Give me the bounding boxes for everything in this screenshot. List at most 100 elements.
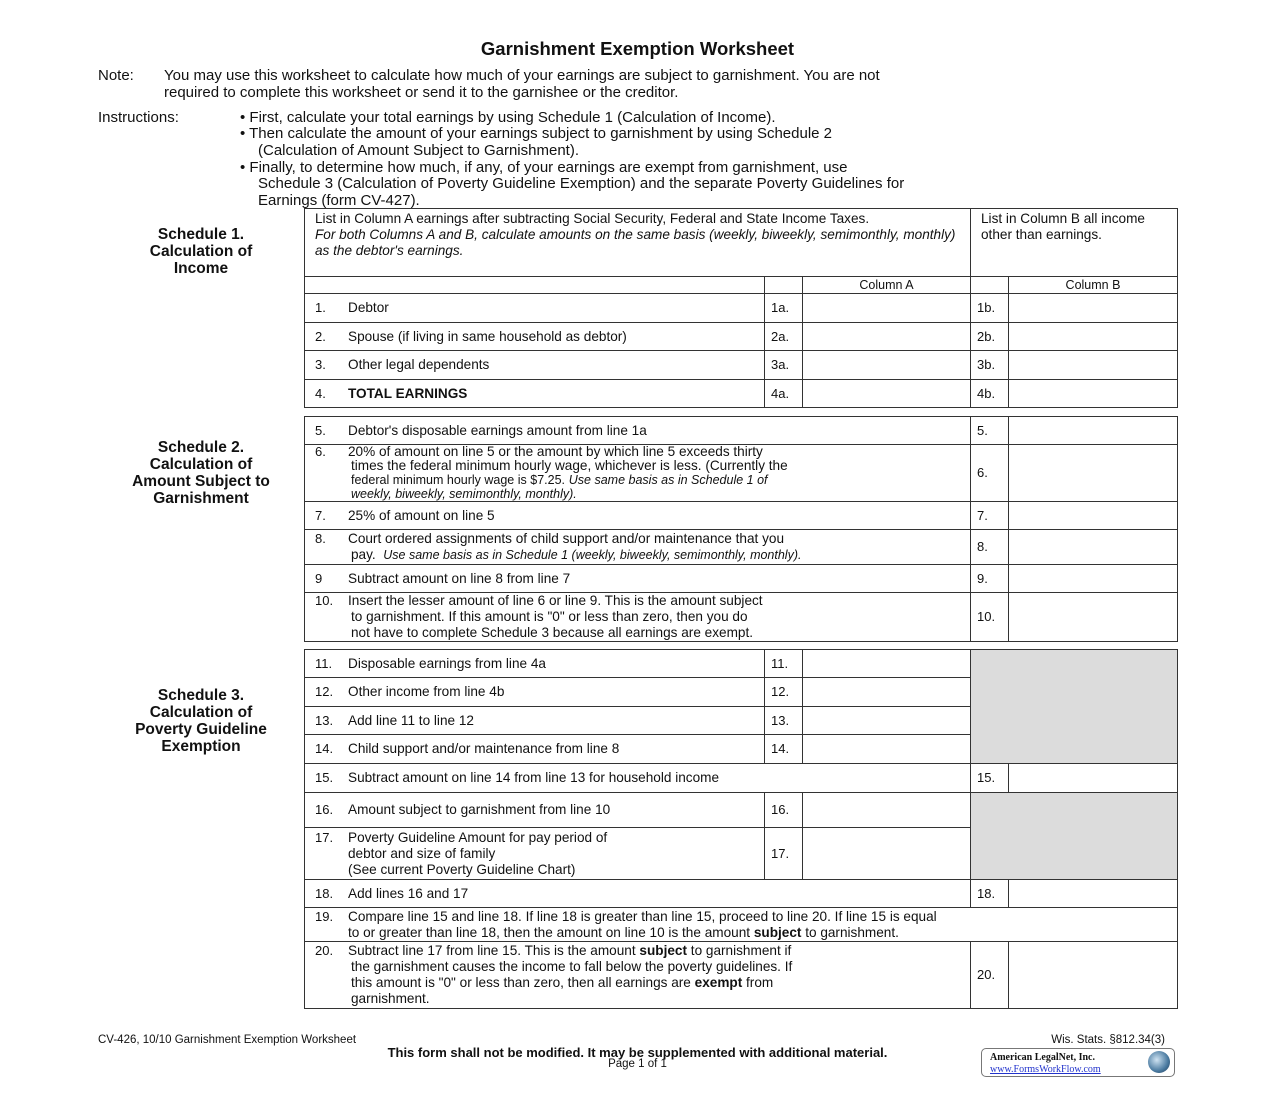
form-id: CV-426, 10/10 Garnishment Exemption Work… (98, 1034, 357, 1046)
shaded-area (970, 792, 1178, 880)
line-18-input[interactable] (1008, 879, 1178, 908)
line-1a-input[interactable] (802, 293, 971, 323)
row-label: 11. Disposable earnings from line 4a (304, 649, 765, 678)
line-code: 2b. (970, 322, 1009, 351)
row-label: 16. Amount subject to garnishment from li… (304, 792, 765, 828)
line-number: 8. (315, 531, 326, 546)
line-text: to garnishment if (690, 943, 792, 958)
heading-line: Schedule 2. (157, 439, 245, 456)
line-2b-input[interactable] (1008, 322, 1178, 351)
line-7-input[interactable] (1008, 501, 1178, 530)
line-text: Debtor's disposable earnings amount from… (348, 422, 647, 438)
line-text: Subtract line 17 from line 15. This is t… (348, 943, 636, 958)
line-number: 12. (315, 684, 334, 699)
emphasis: subject (753, 924, 802, 940)
line-17-input[interactable] (802, 827, 971, 880)
row-label: 12. Other income from line 4b (304, 677, 765, 707)
line-code: 16. (764, 792, 803, 828)
schedule-2-table: 5. Debtor's disposable earnings amount fr… (304, 416, 1178, 642)
line-number: 19. (315, 908, 334, 924)
line-text: Subtract amount on line 14 from line 13 … (348, 770, 720, 785)
table-row: 9 Subtract amount on line 8 from line 7 9. (304, 564, 1178, 593)
heading-line: Amount Subject to (132, 473, 270, 490)
line-text: Compare line 15 and line 18. If line 18 … (348, 908, 937, 924)
heading-line: Exemption (161, 738, 241, 755)
line-text: Debtor (348, 300, 389, 315)
logo-link[interactable]: www.FormsWorkFlow.com (990, 1064, 1101, 1075)
table-row: 4. TOTAL EARNINGS 4a. 4b. (304, 379, 1178, 408)
line-14-input[interactable] (802, 734, 971, 764)
row-label: 9 Subtract amount on line 8 from line 7 (304, 564, 971, 593)
table-row: 2. Spouse (if living in same household as… (304, 322, 1178, 351)
line-code: 6. (970, 444, 1009, 502)
row-label: 18. Add lines 16 and 17 (304, 879, 971, 908)
line-code: 4b. (970, 379, 1009, 408)
line-16-input[interactable] (802, 792, 971, 828)
line-3a-input[interactable] (802, 350, 971, 380)
line-8-input[interactable] (1008, 529, 1178, 565)
table-row: 7. 25% of amount on line 5 7. (304, 501, 1178, 530)
line-5-input[interactable] (1008, 416, 1178, 445)
page-number: Page 1 of 1 (608, 1058, 667, 1070)
note-label: Note: (98, 67, 134, 84)
table-row: 16. Amount subject to garnishment from li… (304, 792, 1178, 880)
line-1b-input[interactable] (1008, 293, 1178, 323)
line-number: 4. (315, 385, 326, 401)
line-3b-input[interactable] (1008, 350, 1178, 380)
row-label: 6. 20% of amount on line 5 or the amount … (304, 444, 971, 502)
line-20-input[interactable] (1008, 941, 1178, 1009)
table-row: 15. Subtract amount on line 14 from line … (304, 763, 1178, 793)
line-10-input[interactable] (1008, 592, 1178, 642)
row-label: 17. Poverty Guideline Amount for pay peri… (304, 827, 765, 880)
heading-line: Garnishment (153, 490, 249, 507)
line-code: 4a. (764, 379, 803, 408)
line-9-input[interactable] (1008, 564, 1178, 593)
line-text: (See current Poverty Guideline Chart) (348, 861, 576, 877)
line-15-input[interactable] (1008, 763, 1178, 793)
heading-line: Calculation of (149, 243, 253, 260)
empty-cell (970, 276, 1009, 294)
line-text: pay. (351, 547, 376, 562)
row-label: 15. Subtract amount on line 14 from line … (304, 763, 971, 793)
line-number: 15. (315, 770, 334, 785)
row-label: 13. Add line 11 to line 12 (304, 706, 765, 735)
column-b-instructions: List in Column B all income other than e… (970, 208, 1178, 277)
line-11-input[interactable] (802, 649, 971, 678)
line-13-input[interactable] (802, 706, 971, 735)
row-label: 8. Court ordered assignments of child sup… (304, 529, 971, 565)
empty-cell (764, 276, 803, 294)
heading-line: Calculation of (149, 704, 253, 721)
emphasis: exempt (694, 975, 743, 990)
line-code: 1a. (764, 293, 803, 323)
table-row: 12. Other income from line 4b 12. (304, 677, 1178, 707)
logo-name: American LegalNet, Inc. (990, 1052, 1095, 1063)
note-line-2: required to complete this worksheet or s… (164, 84, 679, 101)
line-text-italic: weekly, biweekly, semimonthly, monthly). (351, 487, 577, 501)
line-text-italic: Use same basis as in Schedule 1 (weekly,… (383, 548, 802, 562)
line-2a-input[interactable] (802, 322, 971, 351)
line-number: 13. (315, 712, 334, 728)
line-text-italic: Use same basis as in Schedule 1 of (568, 473, 768, 487)
line-text: the garnishment causes the income to fal… (351, 959, 793, 974)
row-label: 14. Child support and/or maintenance from… (304, 734, 765, 764)
line-text: to garnishment. (805, 924, 899, 940)
emphasis: subject (639, 943, 688, 958)
line-number: 20. (315, 943, 334, 958)
line-code: 3a. (764, 350, 803, 380)
table-row: 18. Add lines 16 and 17 18. (304, 879, 1178, 908)
line-code: 2a. (764, 322, 803, 351)
line-4a-input[interactable] (802, 379, 971, 408)
publisher-logo[interactable]: American LegalNet, Inc. www.FormsWorkFlo… (981, 1048, 1175, 1077)
instruction-3-cont: Schedule 3 (Calculation of Poverty Guide… (258, 175, 905, 192)
line-number: 5. (315, 422, 326, 438)
line-4b-input[interactable] (1008, 379, 1178, 408)
line-6-input[interactable] (1008, 444, 1178, 502)
line-code: 17. (764, 827, 803, 880)
line-12-input[interactable] (802, 677, 971, 707)
line-code: 20. (970, 941, 1009, 1009)
instruction-1: • First, calculate your total earnings b… (240, 109, 776, 126)
row-label: 4. TOTAL EARNINGS (304, 379, 765, 408)
line-text: to or greater than line 18, then the amo… (348, 924, 751, 940)
table-row: 19. Compare line 15 and line 18. If line … (304, 907, 1178, 942)
line-code: 5. (970, 416, 1009, 445)
